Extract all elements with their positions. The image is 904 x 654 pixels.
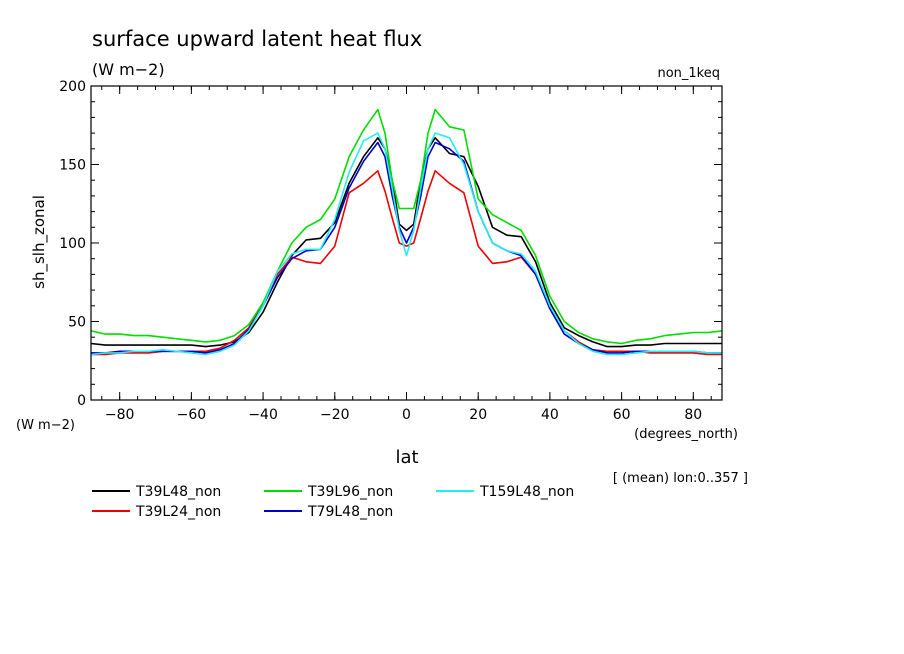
y-tick-label: 50 [68, 315, 86, 331]
y-tick-label: 100 [59, 236, 86, 252]
x-tick-label: 40 [541, 407, 559, 423]
series-line-t79l48_non [91, 141, 722, 354]
x-tick-label: −80 [105, 407, 135, 423]
axis-ticks [91, 85, 722, 401]
x-units-label: (degrees_north) [634, 427, 738, 442]
x-tick-label: −40 [248, 407, 278, 423]
x-axis-label: lat [395, 447, 418, 468]
series-line-t39l24_non [91, 170, 722, 356]
plot-frame [90, 85, 723, 401]
y-units-label: (W m−2) [16, 418, 75, 433]
series-line-t39l48_non [90, 137, 722, 348]
legend: T39L48_non T39L24_non T39L96_non T79L48_non… [92, 484, 574, 520]
x-tick-label: 20 [469, 407, 487, 423]
legend-label: T39L24_non [135, 504, 221, 520]
units-label: (W m−2) [92, 60, 165, 79]
x-tick-label: −20 [320, 407, 350, 423]
y-tick-label: 0 [77, 393, 86, 409]
run-label: non_1keq [657, 66, 720, 81]
x-tick-label: −60 [177, 407, 207, 423]
series-lines [90, 108, 723, 356]
x-tick-label: 80 [684, 407, 702, 423]
tick-labels: −80 −60 −40 −20 0 20 40 60 80 0 50 100 150 200 [59, 79, 702, 423]
y-tick-label: 150 [59, 158, 86, 174]
x-tick-label: 0 [402, 407, 411, 423]
x-tick-label: 60 [613, 407, 631, 423]
legend-label: T79L48_non [307, 504, 393, 520]
y-axis-label: sh_slh_zonal [30, 195, 49, 289]
legend-label: T39L96_non [307, 484, 393, 500]
y-tick-label: 200 [59, 79, 86, 95]
legend-label: T39L48_non [135, 484, 221, 500]
chart-title: surface upward latent heat flux [92, 27, 422, 51]
series-line-t39l96_non [90, 108, 723, 345]
legend-label: T159L48_non [479, 484, 574, 500]
mean-note: [ (mean) lon:0..357 ] [613, 471, 748, 486]
series-line-t159l48_non [90, 132, 722, 356]
